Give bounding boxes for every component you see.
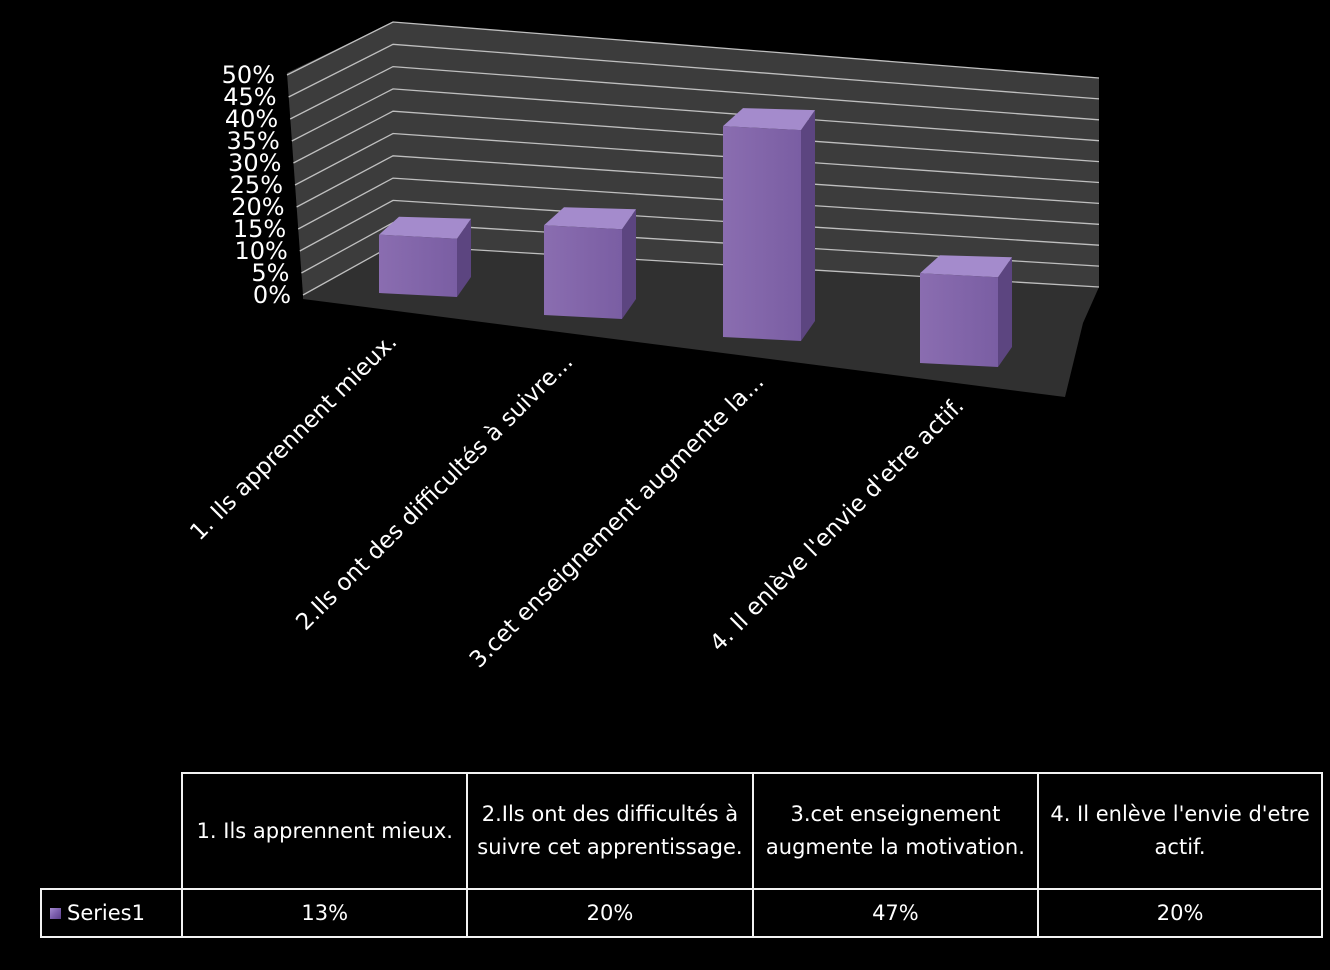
y-tick-label: 50% xyxy=(222,61,275,89)
chart-side-wall xyxy=(287,22,393,295)
bar-top xyxy=(379,216,471,239)
bar-side xyxy=(457,218,471,297)
data-table-value-2: 20% xyxy=(466,888,754,938)
y-tick-label: 30% xyxy=(228,149,281,177)
data-table-header-2: 2.Ils ont des difficultés à suivre cet a… xyxy=(466,772,754,890)
data-table-corner xyxy=(41,773,182,889)
y-axis: 0%5%10%15%20%25%30%35%40%45%50% xyxy=(222,61,291,309)
chart-frame: 0% 5% 10% 15% 20% 25% 30% 35% 40% 45% 50% 1. Ils a… xyxy=(7,7,1323,963)
y-tick-label: 5% xyxy=(251,259,289,287)
chart-floor xyxy=(303,245,1099,397)
gridline xyxy=(299,199,1100,252)
data-table-header-row: 1. Ils apprennent mieux. 2.Ils ont des d… xyxy=(41,772,1323,890)
data-table-header-3: 3.cet enseignement augmente la motivatio… xyxy=(751,772,1040,890)
data-table-header-1: 1. Ils apprennent mieux. xyxy=(181,772,469,890)
y-tick-label: 25% xyxy=(230,171,283,199)
data-table-row-series1: Series1 13% 20% 47% 20% xyxy=(39,888,1323,938)
legend-label: Series1 xyxy=(67,900,145,925)
bar-front xyxy=(544,225,622,319)
y-tick-label: 45% xyxy=(223,83,276,111)
bar xyxy=(920,255,1012,367)
bar-top xyxy=(920,255,1012,278)
x-axis: 1. Ils apprennent mieux.2.Ils ont des di… xyxy=(185,329,969,673)
gridline xyxy=(288,43,1100,100)
gridline xyxy=(297,177,1100,230)
data-table-header-4: 4. Il enlève l'envie d'etre actif. xyxy=(1037,772,1323,890)
data-table: 1. Ils apprennent mieux. 2.Ils ont des d… xyxy=(39,772,1323,938)
y-tick-label: 10% xyxy=(234,237,287,265)
bar xyxy=(379,216,471,297)
bars xyxy=(379,108,1012,367)
gridline xyxy=(286,21,1100,79)
bar xyxy=(544,207,636,319)
gridline xyxy=(294,132,1100,186)
y-tick-label: 40% xyxy=(225,105,278,133)
gridline xyxy=(289,65,1100,121)
bar xyxy=(723,108,815,341)
bar-front xyxy=(379,234,457,297)
bar-top xyxy=(723,108,815,131)
bar-top xyxy=(544,207,636,230)
gridline xyxy=(293,110,1100,164)
data-table-value-1: 13% xyxy=(181,888,469,938)
x-tick-label: 1. Ils apprennent mieux. xyxy=(185,329,402,546)
bar-side xyxy=(998,257,1012,367)
column-chart-3d: 0%5%10%15%20%25%30%35%40%45%50% 1. Ils a… xyxy=(185,21,1100,673)
gridline xyxy=(296,155,1100,208)
bar-front xyxy=(723,126,801,341)
data-table-value-4: 20% xyxy=(1037,888,1323,938)
data-table-value-3: 47% xyxy=(751,888,1040,938)
legend-swatch-icon xyxy=(50,908,61,920)
bar-side xyxy=(801,110,815,341)
y-tick-label: 20% xyxy=(231,193,284,221)
y-tick-label: 0% xyxy=(253,281,291,309)
bar-side xyxy=(622,209,636,319)
legend-entry: Series1 xyxy=(39,888,184,938)
x-tick-label: 4. Il enlève l'envie d'etre actif. xyxy=(705,393,969,657)
bar-front xyxy=(920,273,998,367)
y-tick-label: 15% xyxy=(233,215,286,243)
gridline xyxy=(291,88,1100,142)
y-tick-label: 35% xyxy=(226,127,279,155)
